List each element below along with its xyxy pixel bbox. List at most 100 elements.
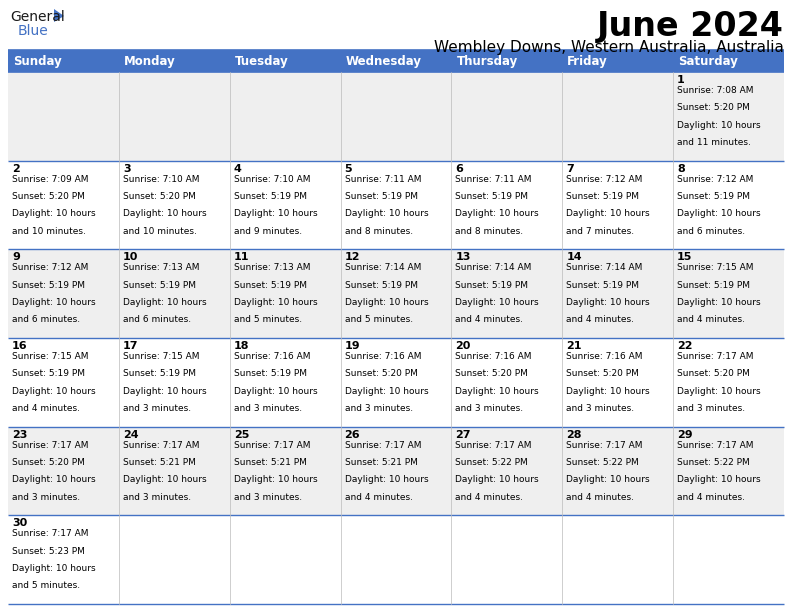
Text: Wembley Downs, Western Australia, Australia: Wembley Downs, Western Australia, Austra…: [434, 40, 784, 55]
Text: Daylight: 10 hours: Daylight: 10 hours: [566, 209, 650, 218]
Text: and 7 minutes.: and 7 minutes.: [566, 226, 634, 236]
Text: Sunrise: 7:14 AM: Sunrise: 7:14 AM: [455, 263, 531, 272]
Text: Daylight: 10 hours: Daylight: 10 hours: [677, 121, 761, 130]
Text: 15: 15: [677, 252, 692, 263]
Text: Sunrise: 7:15 AM: Sunrise: 7:15 AM: [123, 352, 200, 361]
Text: Sunrise: 7:16 AM: Sunrise: 7:16 AM: [345, 352, 421, 361]
Bar: [8, 249, 784, 338]
Text: and 3 minutes.: and 3 minutes.: [234, 404, 302, 413]
Text: 23: 23: [12, 430, 28, 439]
Text: and 10 minutes.: and 10 minutes.: [12, 226, 86, 236]
Text: Daylight: 10 hours: Daylight: 10 hours: [677, 476, 761, 484]
Text: Sunset: 5:21 PM: Sunset: 5:21 PM: [234, 458, 307, 467]
Text: Sunrise: 7:12 AM: Sunrise: 7:12 AM: [566, 174, 642, 184]
Text: Sunrise: 7:11 AM: Sunrise: 7:11 AM: [345, 174, 421, 184]
Text: Daylight: 10 hours: Daylight: 10 hours: [234, 298, 318, 307]
Text: Sunset: 5:20 PM: Sunset: 5:20 PM: [12, 192, 85, 201]
Text: Sunrise: 7:13 AM: Sunrise: 7:13 AM: [123, 263, 200, 272]
Text: Sunrise: 7:17 AM: Sunrise: 7:17 AM: [345, 441, 421, 450]
Text: Sunrise: 7:09 AM: Sunrise: 7:09 AM: [12, 174, 89, 184]
Text: Sunset: 5:19 PM: Sunset: 5:19 PM: [12, 281, 85, 289]
Text: Sunrise: 7:12 AM: Sunrise: 7:12 AM: [677, 174, 753, 184]
Text: and 4 minutes.: and 4 minutes.: [12, 404, 80, 413]
Text: 21: 21: [566, 341, 582, 351]
Text: Sunrise: 7:15 AM: Sunrise: 7:15 AM: [12, 352, 89, 361]
Text: Daylight: 10 hours: Daylight: 10 hours: [12, 387, 96, 395]
Text: Daylight: 10 hours: Daylight: 10 hours: [12, 298, 96, 307]
Polygon shape: [54, 9, 64, 22]
Text: Blue: Blue: [18, 24, 49, 38]
Text: Sunset: 5:22 PM: Sunset: 5:22 PM: [455, 458, 528, 467]
Text: Sunset: 5:19 PM: Sunset: 5:19 PM: [123, 281, 196, 289]
Text: and 4 minutes.: and 4 minutes.: [345, 493, 413, 502]
Text: Sunset: 5:19 PM: Sunset: 5:19 PM: [234, 192, 307, 201]
Text: 27: 27: [455, 430, 471, 439]
Text: and 6 minutes.: and 6 minutes.: [12, 315, 80, 324]
Text: Daylight: 10 hours: Daylight: 10 hours: [345, 387, 428, 395]
Text: Sunset: 5:19 PM: Sunset: 5:19 PM: [123, 369, 196, 378]
Text: 5: 5: [345, 163, 352, 174]
Text: Daylight: 10 hours: Daylight: 10 hours: [12, 564, 96, 573]
Text: 3: 3: [123, 163, 131, 174]
Text: Daylight: 10 hours: Daylight: 10 hours: [12, 476, 96, 484]
Text: Daylight: 10 hours: Daylight: 10 hours: [123, 298, 207, 307]
Text: Daylight: 10 hours: Daylight: 10 hours: [234, 209, 318, 218]
Bar: [8, 515, 784, 604]
Text: and 3 minutes.: and 3 minutes.: [566, 404, 634, 413]
Text: 29: 29: [677, 430, 693, 439]
Text: and 4 minutes.: and 4 minutes.: [455, 493, 524, 502]
Text: Daylight: 10 hours: Daylight: 10 hours: [123, 476, 207, 484]
Bar: [8, 72, 784, 161]
Text: 18: 18: [234, 341, 249, 351]
Text: and 6 minutes.: and 6 minutes.: [677, 226, 745, 236]
Text: 30: 30: [12, 518, 27, 528]
Text: Sunset: 5:19 PM: Sunset: 5:19 PM: [566, 281, 639, 289]
Text: Sunset: 5:19 PM: Sunset: 5:19 PM: [566, 192, 639, 201]
Bar: [8, 50, 784, 72]
Text: and 4 minutes.: and 4 minutes.: [566, 315, 634, 324]
Text: Daylight: 10 hours: Daylight: 10 hours: [345, 476, 428, 484]
Text: Sunrise: 7:16 AM: Sunrise: 7:16 AM: [566, 352, 643, 361]
Text: Sunset: 5:21 PM: Sunset: 5:21 PM: [345, 458, 417, 467]
Text: Daylight: 10 hours: Daylight: 10 hours: [677, 209, 761, 218]
Text: and 3 minutes.: and 3 minutes.: [677, 404, 745, 413]
Text: and 4 minutes.: and 4 minutes.: [677, 493, 745, 502]
Text: Daylight: 10 hours: Daylight: 10 hours: [123, 209, 207, 218]
Text: Saturday: Saturday: [678, 54, 738, 67]
Bar: [8, 338, 784, 427]
Text: and 4 minutes.: and 4 minutes.: [566, 493, 634, 502]
Text: 22: 22: [677, 341, 693, 351]
Text: Sunrise: 7:12 AM: Sunrise: 7:12 AM: [12, 263, 89, 272]
Text: Sunrise: 7:17 AM: Sunrise: 7:17 AM: [566, 441, 643, 450]
Text: Sunrise: 7:17 AM: Sunrise: 7:17 AM: [234, 441, 310, 450]
Text: and 5 minutes.: and 5 minutes.: [12, 581, 80, 590]
Text: Sunset: 5:20 PM: Sunset: 5:20 PM: [345, 369, 417, 378]
Text: Sunset: 5:20 PM: Sunset: 5:20 PM: [677, 103, 750, 112]
Text: and 5 minutes.: and 5 minutes.: [345, 315, 413, 324]
Text: and 3 minutes.: and 3 minutes.: [345, 404, 413, 413]
Text: Sunrise: 7:13 AM: Sunrise: 7:13 AM: [234, 263, 310, 272]
Text: Sunset: 5:22 PM: Sunset: 5:22 PM: [677, 458, 750, 467]
Text: General: General: [10, 10, 65, 24]
Text: Sunset: 5:19 PM: Sunset: 5:19 PM: [234, 281, 307, 289]
Text: Sunday: Sunday: [13, 54, 62, 67]
Text: Sunrise: 7:10 AM: Sunrise: 7:10 AM: [123, 174, 200, 184]
Text: 14: 14: [566, 252, 582, 263]
Text: 28: 28: [566, 430, 582, 439]
Text: 24: 24: [123, 430, 139, 439]
Text: Sunrise: 7:14 AM: Sunrise: 7:14 AM: [566, 263, 642, 272]
Text: Monday: Monday: [124, 54, 176, 67]
Text: Daylight: 10 hours: Daylight: 10 hours: [123, 387, 207, 395]
Text: Sunset: 5:22 PM: Sunset: 5:22 PM: [566, 458, 639, 467]
Text: and 6 minutes.: and 6 minutes.: [123, 315, 191, 324]
Text: and 4 minutes.: and 4 minutes.: [677, 315, 745, 324]
Text: and 3 minutes.: and 3 minutes.: [123, 493, 191, 502]
Text: Sunrise: 7:08 AM: Sunrise: 7:08 AM: [677, 86, 754, 95]
Bar: [8, 427, 784, 515]
Text: Sunset: 5:19 PM: Sunset: 5:19 PM: [677, 192, 750, 201]
Text: Friday: Friday: [567, 54, 608, 67]
Text: and 4 minutes.: and 4 minutes.: [455, 315, 524, 324]
Text: Sunset: 5:19 PM: Sunset: 5:19 PM: [455, 281, 528, 289]
Text: and 11 minutes.: and 11 minutes.: [677, 138, 751, 147]
Text: Sunset: 5:21 PM: Sunset: 5:21 PM: [123, 458, 196, 467]
